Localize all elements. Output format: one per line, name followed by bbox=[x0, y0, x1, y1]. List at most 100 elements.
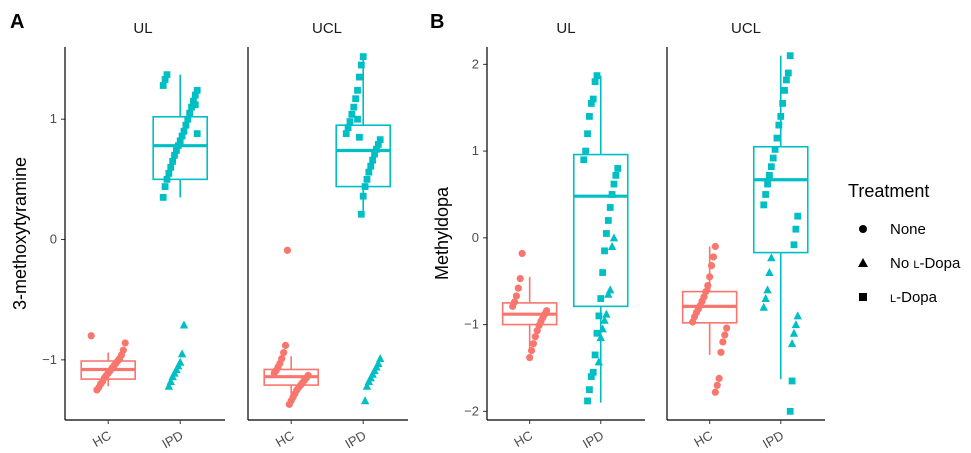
legend-label-no-ldopa-suffix: -Dopa bbox=[919, 255, 961, 272]
data-point bbox=[603, 230, 610, 237]
panel-a: 3-methoxytyramine −1 0 1 UL HC IPD UCL HC IPD bbox=[10, 20, 408, 451]
data-point bbox=[584, 397, 591, 405]
data-point bbox=[374, 141, 382, 148]
data-point bbox=[191, 101, 199, 109]
data-point bbox=[281, 341, 290, 349]
data-point bbox=[360, 396, 370, 405]
data-point bbox=[176, 137, 184, 145]
data-point bbox=[180, 127, 188, 135]
y-tick-label: 0 bbox=[50, 232, 57, 247]
data-point bbox=[352, 95, 360, 103]
legend: Treatment None No l-Dopa l-Dopa bbox=[848, 181, 961, 306]
data-point bbox=[614, 165, 622, 172]
y-tick-label: 1 bbox=[50, 111, 57, 126]
data-point bbox=[163, 175, 171, 183]
data-point bbox=[161, 76, 169, 83]
legend-title: Treatment bbox=[848, 181, 929, 201]
data-point bbox=[356, 133, 363, 141]
data-point bbox=[781, 86, 788, 94]
legend-label-no-ldopa-prefix: No bbox=[890, 255, 913, 272]
data-point bbox=[711, 388, 719, 396]
data-point bbox=[604, 217, 612, 224]
data-point bbox=[786, 407, 794, 415]
data-point bbox=[270, 369, 278, 377]
data-point bbox=[764, 180, 771, 188]
data-point bbox=[586, 112, 593, 120]
data-point bbox=[173, 147, 180, 154]
data-point bbox=[593, 72, 601, 80]
data-point bbox=[356, 73, 363, 81]
legend-circle-icon bbox=[859, 225, 867, 233]
data-point bbox=[709, 253, 718, 261]
data-point bbox=[367, 162, 375, 170]
data-point bbox=[787, 339, 797, 348]
x-tick-label-hc: HC bbox=[273, 428, 297, 450]
x-tick-label-ipd: IPD bbox=[760, 428, 786, 452]
legend-triangle-icon bbox=[858, 258, 868, 267]
data-point bbox=[164, 381, 174, 390]
y-axis-label: Methyldopa bbox=[432, 186, 452, 280]
data-point bbox=[789, 328, 799, 337]
data-point bbox=[600, 315, 609, 324]
x-tick-label-ipd: IPD bbox=[580, 428, 606, 452]
data-point bbox=[721, 331, 729, 339]
data-point bbox=[759, 302, 768, 311]
data-point bbox=[184, 115, 192, 123]
data-point bbox=[171, 151, 178, 159]
data-point bbox=[767, 253, 776, 262]
data-point bbox=[607, 242, 617, 251]
data-point bbox=[93, 386, 101, 394]
x-tick-label-ipd: IPD bbox=[342, 428, 368, 452]
data-point bbox=[608, 191, 616, 198]
data-point bbox=[717, 348, 725, 356]
data-point bbox=[531, 333, 539, 341]
y-tick-label: 1 bbox=[472, 143, 479, 158]
data-point bbox=[767, 163, 775, 171]
legend-label-no-ldopa: No l-Dopa bbox=[890, 255, 961, 272]
data-point bbox=[518, 249, 526, 258]
data-point bbox=[186, 109, 194, 117]
data-point bbox=[584, 130, 591, 138]
data-point bbox=[159, 194, 167, 201]
data-point bbox=[373, 145, 380, 153]
facet-label-ul: UL bbox=[556, 20, 575, 37]
data-point bbox=[159, 82, 167, 89]
data-point bbox=[376, 354, 385, 363]
data-point bbox=[167, 163, 175, 171]
x-tick-label-ipd: IPD bbox=[159, 428, 185, 452]
data-point bbox=[783, 76, 790, 84]
data-point bbox=[346, 118, 354, 125]
data-point bbox=[612, 171, 620, 179]
data-point bbox=[777, 112, 785, 120]
data-point bbox=[771, 145, 779, 153]
data-point bbox=[589, 368, 597, 376]
data-point bbox=[591, 351, 599, 359]
y-axis-label: 3-methoxytyramine bbox=[10, 157, 30, 310]
data-point bbox=[283, 246, 292, 254]
data-point bbox=[191, 91, 199, 99]
data-point bbox=[357, 61, 365, 69]
data-point bbox=[606, 204, 614, 211]
data-point bbox=[766, 171, 773, 179]
panel-letter-a: A bbox=[10, 11, 24, 33]
data-point bbox=[188, 103, 195, 111]
data-point bbox=[597, 295, 605, 302]
data-point bbox=[161, 183, 169, 190]
data-point bbox=[591, 78, 599, 86]
data-point bbox=[689, 318, 697, 326]
y-tick-label: 0 bbox=[472, 230, 479, 245]
data-point bbox=[589, 95, 597, 103]
data-point bbox=[760, 201, 768, 209]
data-point bbox=[793, 311, 802, 320]
data-point bbox=[121, 339, 129, 347]
data-point bbox=[596, 333, 605, 342]
data-point bbox=[359, 53, 367, 61]
data-point bbox=[707, 261, 716, 270]
data-point bbox=[516, 275, 524, 283]
data-point bbox=[610, 180, 618, 188]
data-point bbox=[348, 110, 356, 118]
x-tick-label-hc: HC bbox=[90, 428, 114, 450]
data-point bbox=[594, 357, 604, 366]
data-point bbox=[779, 99, 787, 107]
